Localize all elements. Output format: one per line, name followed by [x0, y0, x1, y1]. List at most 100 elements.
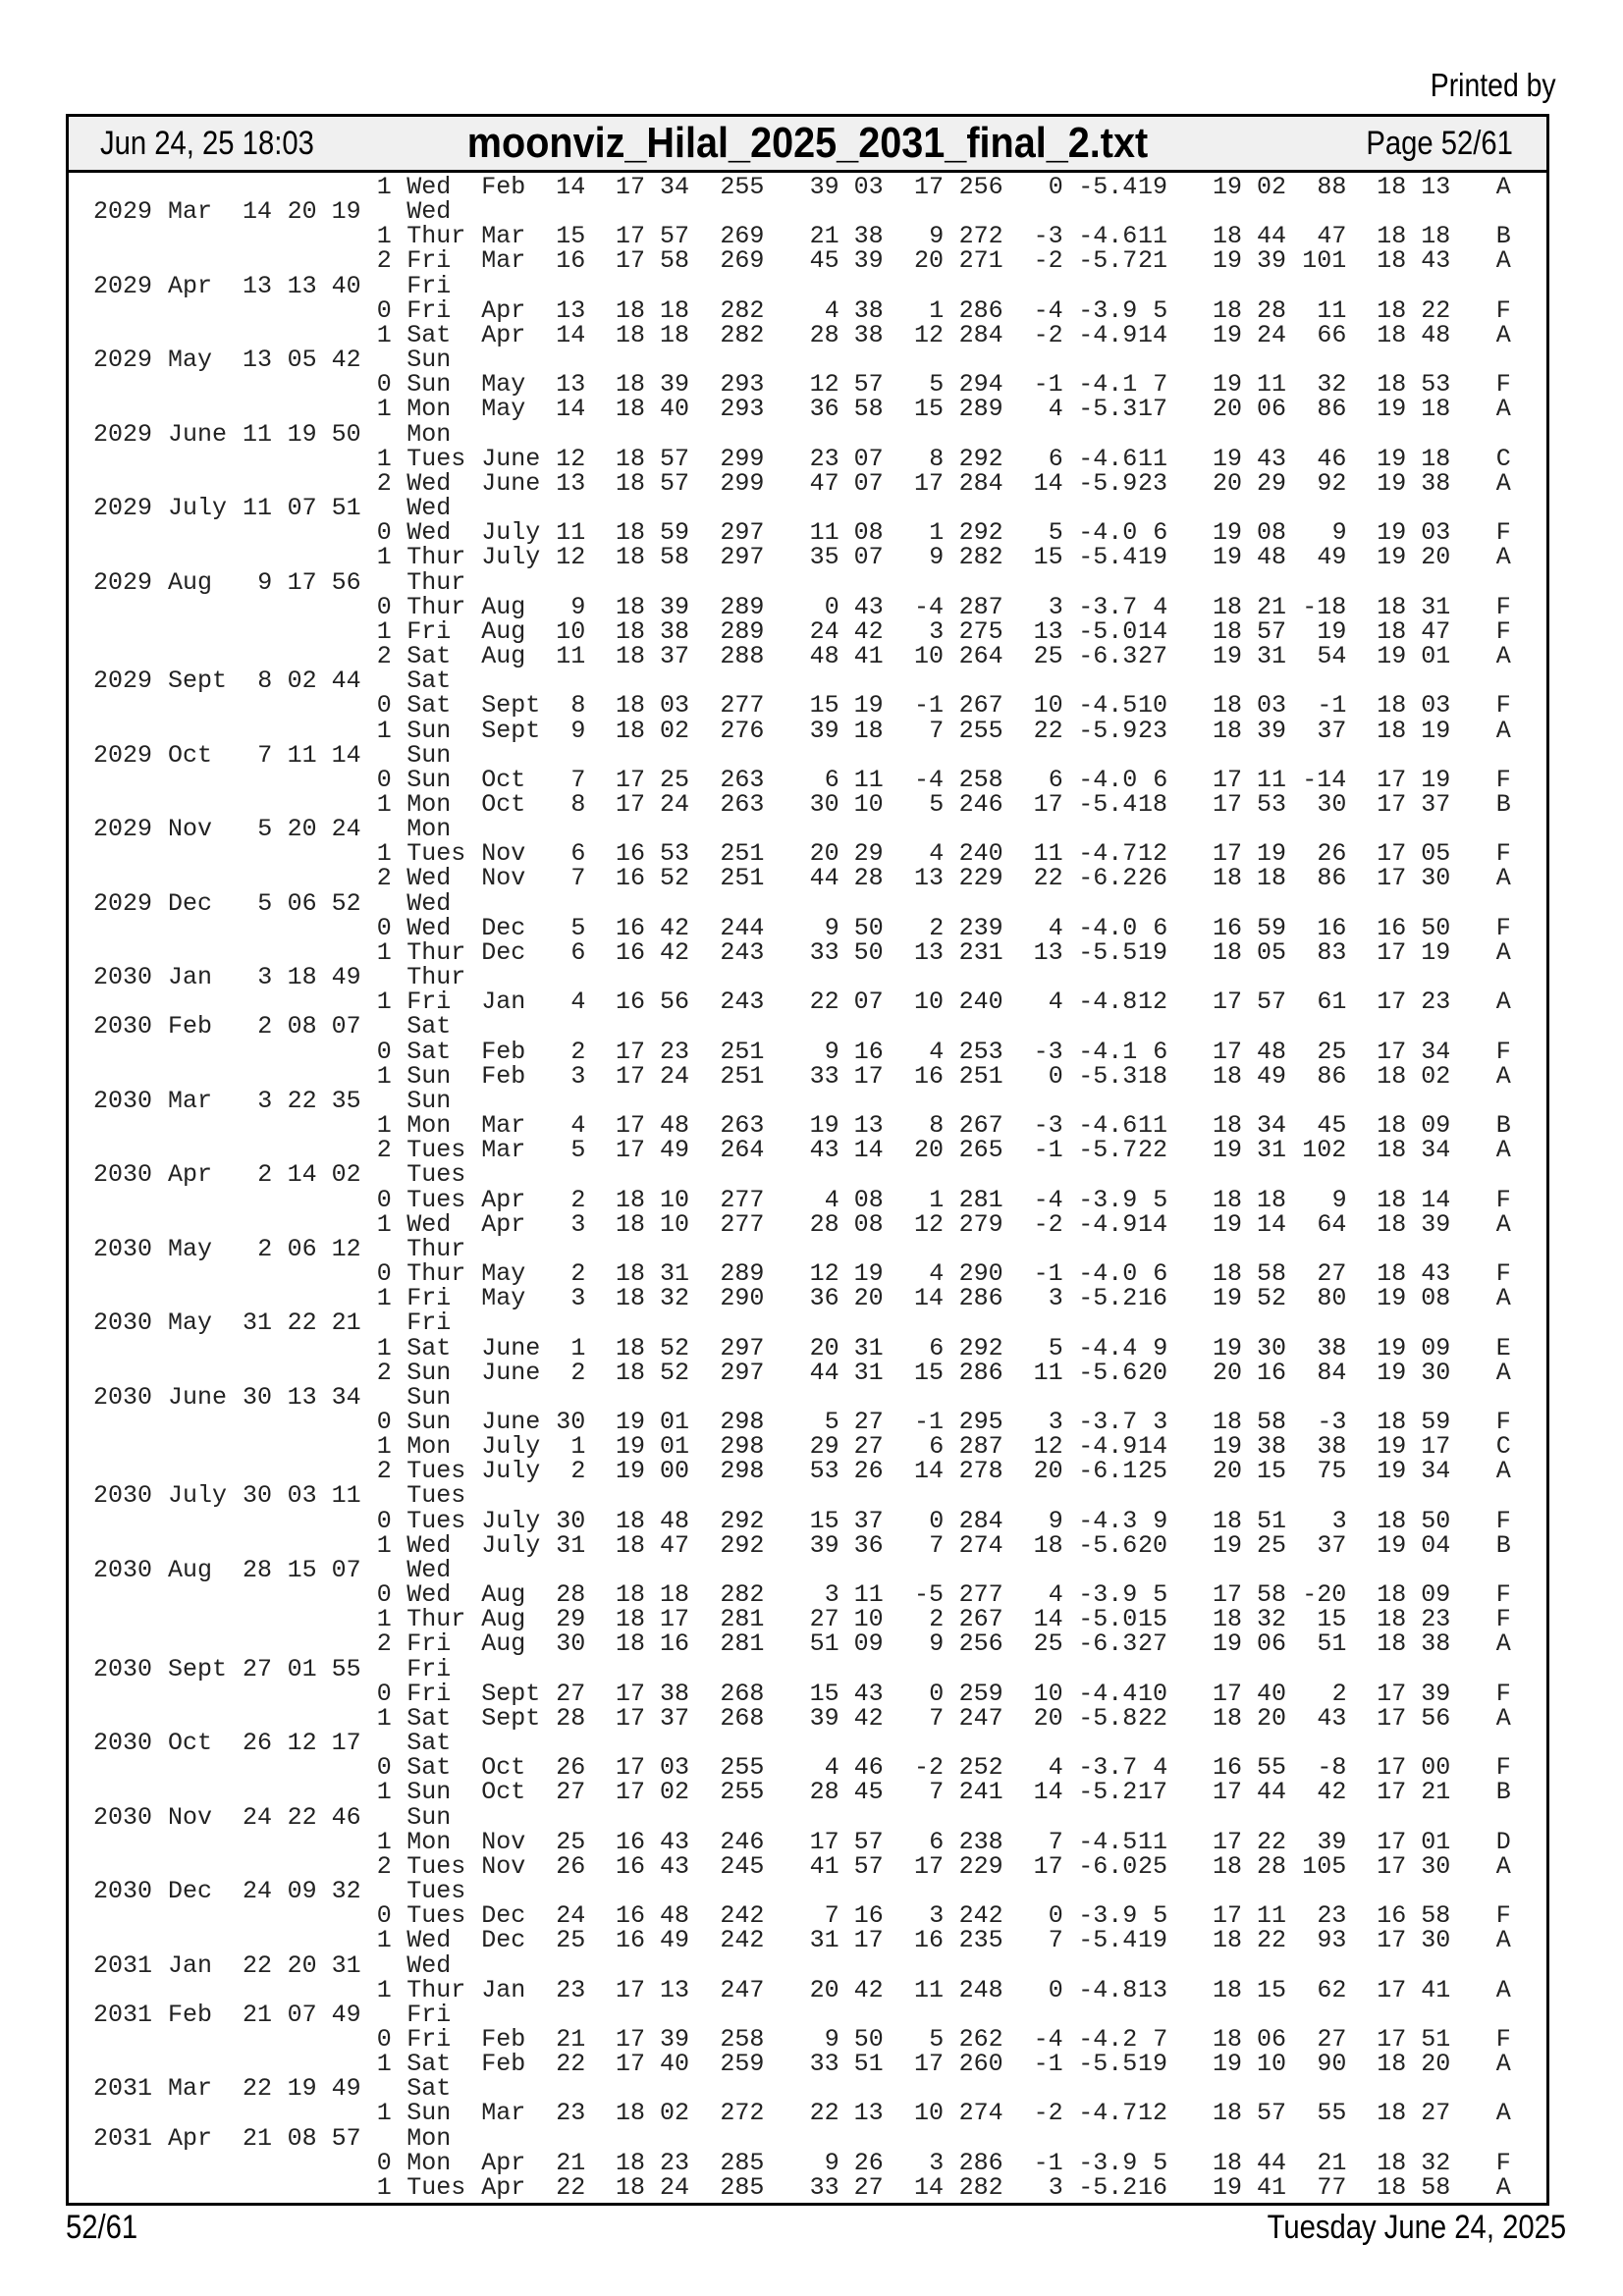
- time-4-cell: 18 50: [1377, 1506, 1451, 1535]
- index-cell: 0: [376, 295, 392, 325]
- day-cell: 8: [570, 790, 586, 819]
- value-cell: 17: [914, 468, 945, 498]
- month-cell: May: [481, 395, 526, 424]
- value-cell: 17: [914, 173, 945, 201]
- value-3-cell: 17: [1138, 1778, 1168, 1807]
- code-cell: F: [1495, 1506, 1511, 1535]
- day-cell: 5: [257, 815, 273, 844]
- year-cell: 2030: [93, 1160, 153, 1190]
- lag-cell: -8: [1317, 1753, 1347, 1783]
- azimuth-cell: 292: [720, 1530, 765, 1560]
- index-cell: 2: [376, 246, 392, 276]
- time-3-cell: 18 57: [1213, 2099, 1287, 2128]
- time-2-cell: 33 50: [809, 937, 884, 967]
- time-4-cell: 17 00: [1377, 1753, 1451, 1783]
- weekday-cell: Fri: [406, 271, 452, 300]
- page-frame: Jun 24, 25 18:03 moonviz_Hilal_2025_2031…: [66, 114, 1549, 2206]
- visibility-row: 1 Fri Jan 4 16 56 243 22 07 10 240 4 -4.8 12 17 57 61…: [0, 989, 1511, 1014]
- month-cell: Mar: [168, 2074, 213, 2104]
- month-cell: Nov: [481, 839, 526, 869]
- value-3-cell: 6: [1153, 1259, 1168, 1289]
- time-cell: 18 49: [287, 963, 361, 992]
- time-2-cell: 41 57: [809, 1851, 884, 1881]
- code-cell: F: [1495, 913, 1511, 942]
- visibility-row: 1 Sun Feb 3 17 24 251 33 17 16 251 0 -5.3 18 18 49 86…: [0, 1064, 1511, 1089]
- new-moon-header-line: 2030 June 30 13 34 Sun: [0, 1385, 1473, 1410]
- month-cell: Aug: [481, 1629, 526, 1659]
- month-cell: June: [481, 1408, 541, 1436]
- visibility-row: 1 Tues June 12 18 57 299 23 07 8 292 6 -4.6 11 19 43…: [0, 444, 1511, 473]
- value-cell: 7: [929, 1703, 945, 1733]
- index-cell: 2: [376, 1136, 392, 1165]
- lag-cell: 51: [1317, 1629, 1347, 1659]
- day-cell: 11: [556, 518, 586, 548]
- lag-cell: 88: [1317, 173, 1347, 201]
- header-page-number: Page 52/61: [1366, 125, 1513, 162]
- value-2-cell: 22: [1033, 864, 1063, 893]
- year-cell: 2030: [93, 1234, 153, 1263]
- time-2-cell: 9 50: [824, 913, 884, 942]
- month-cell: Apr: [481, 295, 526, 325]
- weekday-cell: Sat: [406, 1703, 452, 1733]
- value-3-cell: 12: [1138, 839, 1168, 869]
- azimuth-2-cell: 295: [958, 1408, 1003, 1436]
- magnitude-cell: -4.5: [1078, 691, 1138, 721]
- footer-page-number: 52/61: [66, 2209, 138, 2246]
- day-cell: 7: [570, 864, 586, 893]
- time-cell: 18 24: [616, 2172, 690, 2202]
- azimuth-2-cell: 275: [958, 616, 1003, 646]
- time-4-cell: 18 53: [1377, 370, 1451, 400]
- time-2-cell: 35 07: [809, 543, 884, 572]
- time-4-cell: 19 20: [1377, 543, 1451, 572]
- month-cell: Oct: [481, 1778, 526, 1807]
- month-cell: July: [168, 1481, 228, 1511]
- time-4-cell: 17 30: [1377, 1851, 1451, 1881]
- weekday-cell: Tues: [406, 1877, 466, 1906]
- index-cell: 0: [376, 1037, 392, 1066]
- value-2-cell: 3: [1048, 592, 1063, 621]
- value-2-cell: 4: [1048, 1580, 1063, 1610]
- magnitude-cell: -5.7: [1078, 246, 1138, 276]
- day-cell: 14: [556, 173, 586, 201]
- time-3-cell: 19 41: [1213, 2172, 1287, 2202]
- code-cell: E: [1495, 1333, 1511, 1362]
- azimuth-2-cell: 277: [958, 1580, 1003, 1610]
- code-cell: F: [1495, 1185, 1511, 1214]
- code-cell: F: [1495, 1901, 1511, 1931]
- day-cell: 28: [556, 1580, 586, 1610]
- time-cell: 18 39: [616, 592, 690, 621]
- value-3-cell: 14: [1138, 320, 1168, 349]
- year-cell: 2030: [93, 963, 153, 992]
- magnitude-cell: -5.2: [1078, 1284, 1138, 1313]
- visibility-row: 0 Fri Feb 21 17 39 258 9 50 5 262 -4 -4.2 7 18 06 27 1…: [0, 2027, 1511, 2052]
- azimuth-cell: 251: [720, 839, 765, 869]
- lag-cell: 27: [1317, 1259, 1347, 1289]
- index-cell: 2: [376, 1629, 392, 1659]
- time-cell: 09 32: [287, 1877, 361, 1906]
- month-cell: Feb: [481, 173, 526, 201]
- visibility-row: 1 Wed Dec 25 16 49 242 31 17 16 235 7 -5.4 19 18 22 9…: [0, 1928, 1511, 1952]
- weekday-cell: Fri: [406, 1284, 452, 1313]
- month-cell: Dec: [168, 888, 213, 918]
- index-cell: 2: [376, 468, 392, 498]
- value-3-cell: 22: [1138, 1136, 1168, 1165]
- time-4-cell: 18 13: [1377, 173, 1451, 201]
- code-cell: F: [1495, 765, 1511, 794]
- time-2-cell: 21 38: [809, 222, 884, 251]
- azimuth-2-cell: 246: [958, 790, 1003, 819]
- day-cell: 14: [556, 320, 586, 349]
- visibility-row: 2 Wed June 13 18 57 299 47 07 17 284 14 -5.9 23 20 2…: [0, 468, 1511, 498]
- value-cell: 2: [929, 1605, 945, 1634]
- azimuth-cell: 293: [720, 370, 765, 400]
- day-cell: 22: [243, 1950, 273, 1980]
- day-cell: 14: [556, 395, 586, 424]
- time-cell: 13 34: [287, 1382, 361, 1412]
- visibility-row: 1 Mon July 1 19 01 298 29 27 6 287 12 -4.9 14 19 38 3…: [0, 1432, 1511, 1462]
- code-cell: A: [1495, 1926, 1511, 1955]
- value-3-cell: 11: [1138, 444, 1168, 473]
- new-moon-header-line: 2029 Aug 9 17 56 Thur: [0, 570, 1473, 595]
- code-cell: B: [1495, 1530, 1511, 1560]
- lag-cell: 64: [1317, 1209, 1347, 1239]
- new-moon-header-line: 2030 Sept 27 01 55 Fri: [0, 1657, 1473, 1682]
- lag-cell: 38: [1317, 1432, 1347, 1462]
